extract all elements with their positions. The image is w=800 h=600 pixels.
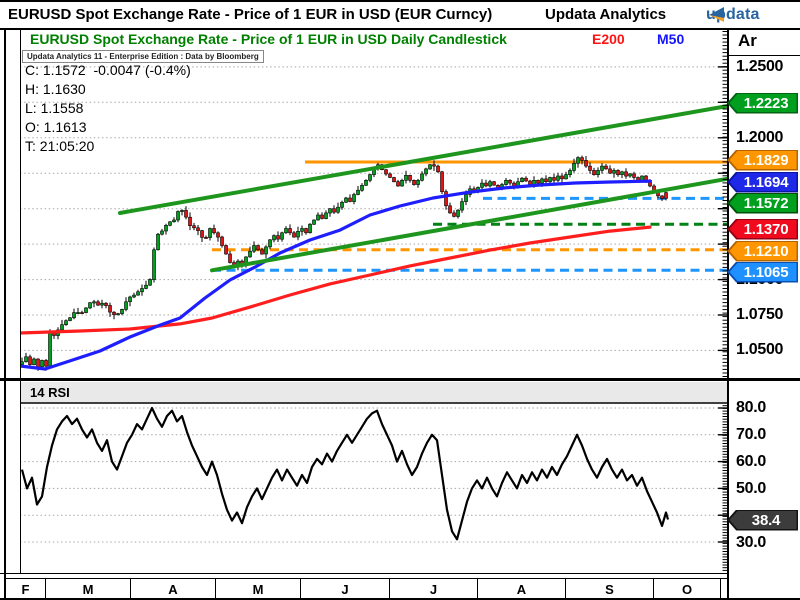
rsi-label-60.0: 60.0 (736, 453, 766, 470)
rsi-value-badge: 38.4 (727, 509, 798, 531)
price-badge-1.1694: 1.1694 (727, 171, 798, 193)
rsi-bottom-border (0, 573, 727, 574)
price-badge-1.1370-fill: 1.1370 (729, 220, 797, 238)
month-cell-M: M (215, 579, 300, 599)
quote-line-1: H: 1.1630 (25, 81, 86, 97)
brand-label: Updata Analytics (545, 6, 667, 23)
bottom-frame-border (0, 598, 800, 600)
rsi-label-80.0: 80.0 (736, 399, 766, 416)
price-label-1.0500: 1.0500 (736, 341, 784, 358)
price-badge-1.1829-fill: 1.1829 (729, 151, 797, 169)
quote-line-0: C: 1.1572 -0.0047 (-0.4%) (25, 62, 191, 78)
price-badge-1.1210: 1.1210 (727, 240, 798, 262)
price-badge-1.1694-fill: 1.1694 (729, 173, 797, 191)
price-badge-1.1829: 1.1829 (727, 149, 798, 171)
trendline-1 (210, 176, 727, 273)
rsi-label-50.0: 50.0 (736, 480, 766, 497)
price-badge-1.1829-text: 1.1829 (743, 151, 789, 169)
month-cell-M: M (45, 579, 130, 599)
quote-line-4: T: 21:05:20 (25, 138, 95, 154)
price-badge-1.1065-fill: 1.1065 (729, 263, 797, 281)
price-badge-1.1210-text: 1.1210 (743, 242, 789, 260)
updata-logo[interactable]: updata (706, 5, 798, 25)
price-badge-1.1572: 1.1572 (727, 192, 798, 214)
rsi-label: 14 RSI (30, 385, 70, 400)
quote-line-2: L: 1.1558 (25, 100, 84, 116)
price-badge-1.1370: 1.1370 (727, 218, 798, 240)
price-label-1.0750: 1.0750 (736, 306, 784, 323)
rsi-label-70.0: 70.0 (736, 426, 766, 443)
rsi-line (20, 406, 670, 541)
plot-left-border (20, 28, 21, 573)
month-cell-O: O (653, 579, 720, 599)
window-title: EURUSD Spot Exchange Rate - Price of 1 E… (8, 6, 493, 23)
legend-m50: M50 (657, 31, 685, 47)
price-badge-1.1065-text: 1.1065 (743, 263, 789, 281)
left-frame-border (4, 0, 6, 598)
price-badge-1.2223: 1.2223 (727, 92, 798, 114)
price-badge-1.1694-text: 1.1694 (743, 173, 789, 191)
rsi-label-30.0: 30.0 (736, 534, 766, 551)
price-badge-1.2223-fill: 1.2223 (729, 94, 797, 112)
candles-layer (20, 155, 668, 371)
month-cell-S: S (565, 579, 653, 599)
rsi-chart-canvas (20, 402, 727, 571)
price-label-1.2000: 1.2000 (736, 129, 784, 146)
rsi-header-band (20, 382, 727, 402)
month-cell-F: F (5, 579, 45, 599)
axis-header-divider (729, 55, 800, 56)
price-badge-1.1572-text: 1.1572 (743, 194, 789, 212)
panel-divider (0, 378, 800, 381)
price-axis-border (727, 28, 729, 598)
quote-line-3: O: 1.1613 (25, 119, 87, 135)
price-badge-1.1065: 1.1065 (727, 261, 798, 283)
month-cell-A: A (130, 579, 215, 599)
month-cell-empty (720, 579, 727, 599)
axis-header: Ar (738, 31, 757, 50)
price-axis-column (729, 28, 800, 598)
rsi-value-badge-fill: 38.4 (729, 511, 797, 529)
price-badge-1.2223-text: 1.2223 (743, 94, 789, 112)
price-badge-1.1210-fill: 1.1210 (729, 242, 797, 260)
main-chart-canvas (20, 28, 727, 380)
price-label-1.2500: 1.2500 (736, 58, 784, 75)
month-cell-J: J (389, 579, 477, 599)
chart-title: EURUSD Spot Exchange Rate - Price of 1 E… (30, 31, 507, 47)
month-cell-A: A (477, 579, 565, 599)
price-badge-1.1370-text: 1.1370 (743, 220, 789, 238)
legend-e200: E200 (592, 31, 625, 47)
trendline-0 (118, 104, 727, 215)
attribution-label: Updata Analytics 11 - Enterprise Edition… (22, 50, 264, 63)
price-badge-1.1572-fill: 1.1572 (729, 194, 797, 212)
month-cell-J: J (300, 579, 389, 599)
title-bar: EURUSD Spot Exchange Rate - Price of 1 E… (0, 0, 800, 30)
rsi-value-badge-text: 38.4 (751, 511, 781, 529)
m50-line (20, 179, 652, 371)
updata-logo-icon (709, 7, 724, 22)
